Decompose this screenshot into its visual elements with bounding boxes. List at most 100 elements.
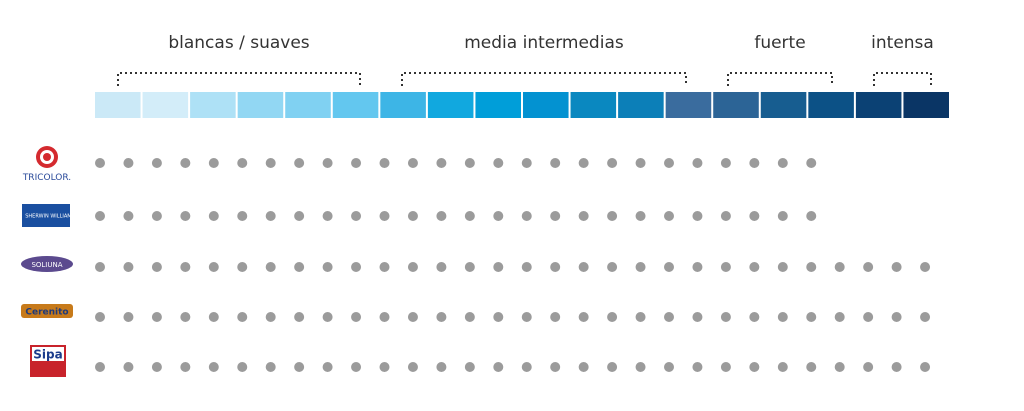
dot: [806, 312, 817, 322]
dot: [863, 312, 874, 322]
dot: [436, 158, 447, 168]
dot: [493, 362, 504, 372]
dot: [294, 262, 305, 272]
dot: [151, 362, 162, 372]
dot: [407, 312, 418, 322]
dot: [407, 158, 418, 168]
dot: [521, 312, 532, 322]
dot: [237, 362, 248, 372]
dot: [322, 211, 333, 221]
dot: [180, 312, 191, 322]
dot: [123, 312, 134, 322]
logo-mark: [22, 204, 70, 227]
dot: [95, 158, 105, 168]
bracket: [727, 72, 833, 86]
dot: [749, 312, 760, 322]
dot: [920, 312, 931, 322]
dot: [664, 312, 674, 322]
dot: [493, 158, 504, 168]
logo-mark: [21, 256, 73, 272]
dot: [777, 211, 788, 221]
dot: [692, 262, 703, 272]
dot: [379, 362, 390, 372]
dot: [720, 262, 731, 272]
swatch: [380, 92, 426, 118]
swatch: [570, 92, 617, 118]
dot: [920, 262, 931, 272]
dot: [464, 262, 475, 272]
dot: [436, 211, 447, 221]
dot: [521, 262, 532, 272]
dot: [607, 158, 618, 168]
swatch: [808, 92, 854, 118]
dot: [294, 362, 305, 372]
dot: [464, 362, 475, 372]
dot: [578, 362, 589, 372]
swatch: [475, 92, 521, 118]
dot: [180, 362, 191, 372]
group-label: fuerte: [754, 33, 805, 53]
dot: [464, 211, 475, 221]
swatch: [237, 92, 284, 118]
dot: [806, 262, 817, 272]
dot: [123, 158, 134, 168]
dot: [806, 362, 817, 372]
dot: [123, 362, 134, 372]
dot: [749, 158, 760, 168]
dot: [351, 158, 362, 168]
dot: [607, 262, 618, 272]
dot: [692, 362, 703, 372]
dot: [351, 262, 362, 272]
dot: [834, 262, 845, 272]
dot: [578, 211, 589, 221]
dot: [493, 312, 504, 322]
swatch: [665, 92, 712, 118]
swatch: [760, 92, 807, 118]
dot: [863, 262, 874, 272]
brand-label: Sipa: [33, 348, 62, 362]
swatch: [142, 92, 189, 118]
dot: [607, 362, 618, 372]
dot: [265, 312, 276, 322]
bracket: [401, 72, 687, 86]
dot: [322, 312, 333, 322]
dot: [521, 158, 532, 168]
dot: [180, 262, 191, 272]
swatch: [618, 92, 664, 118]
dot: [95, 362, 105, 372]
dot: [692, 211, 703, 221]
dot: [95, 312, 105, 322]
swatch: [332, 92, 379, 118]
dot: [95, 211, 105, 221]
swatch: [427, 92, 474, 118]
dot: [237, 211, 248, 221]
brand-label: Cerenito: [25, 308, 68, 318]
dot: [351, 362, 362, 372]
dot: [664, 158, 674, 168]
dot: [379, 211, 390, 221]
swatch: [285, 92, 331, 118]
group-label: media intermedias: [464, 33, 624, 53]
dot: [294, 158, 305, 168]
bracket: [873, 72, 932, 86]
dot: [635, 362, 646, 372]
dot: [208, 262, 219, 272]
dot: [123, 262, 134, 272]
dot: [322, 262, 333, 272]
brand-label: SOLIUNA: [31, 261, 62, 269]
dot: [578, 312, 589, 322]
dot: [265, 158, 276, 168]
dot: [550, 312, 561, 322]
dot: [806, 158, 817, 168]
dot: [550, 158, 561, 168]
dot: [493, 262, 504, 272]
logo-mark: [43, 153, 51, 161]
dot: [891, 362, 902, 372]
dot: [265, 362, 276, 372]
dot: [322, 158, 333, 168]
dot: [550, 262, 561, 272]
group-label: blancas / suaves: [168, 33, 309, 53]
dot: [351, 312, 362, 322]
dot: [208, 211, 219, 221]
dot: [664, 362, 674, 372]
